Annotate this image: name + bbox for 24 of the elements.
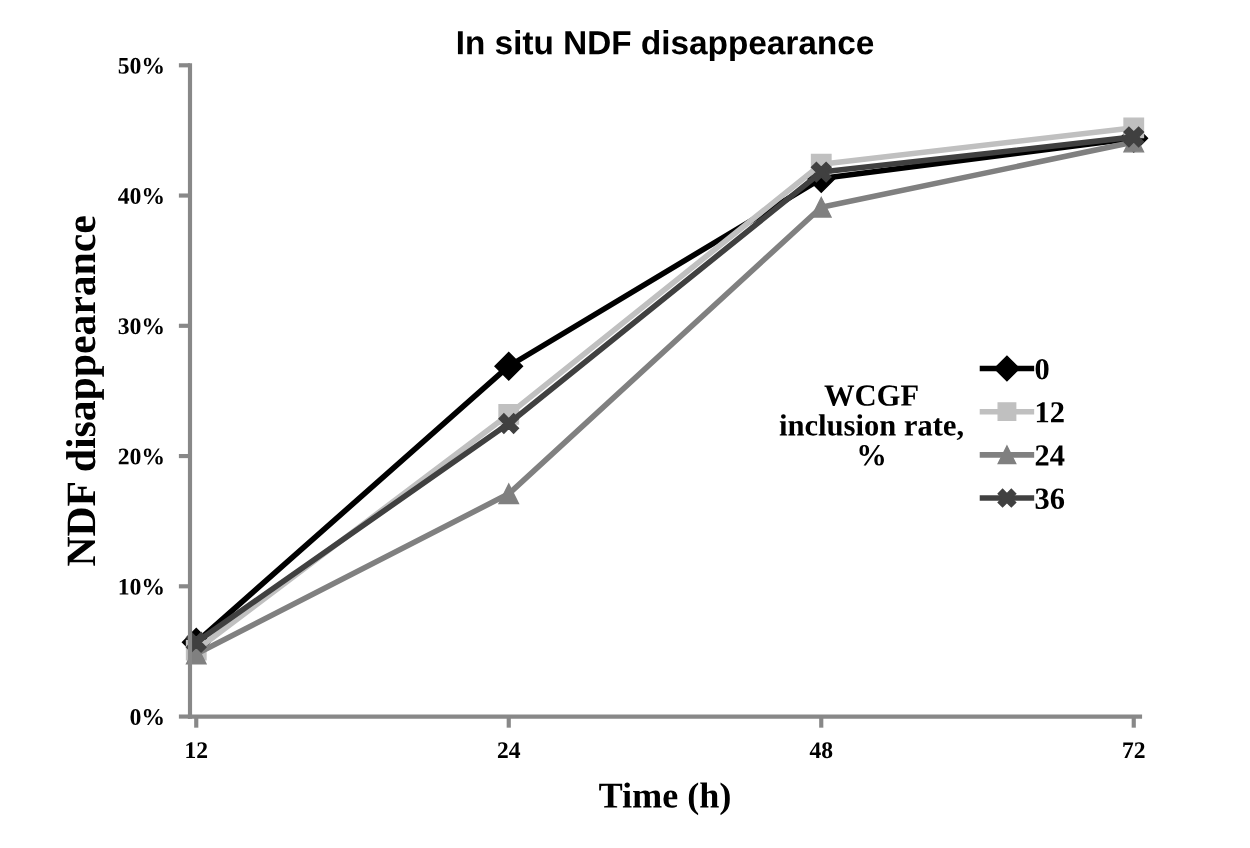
y-tick-label: 50% <box>118 57 163 74</box>
x-tick-label: 72 <box>1123 742 1145 758</box>
x-axis-title: Time (h) <box>599 782 730 816</box>
chart-title: In situ NDF disappearance <box>457 30 874 62</box>
y-tick-label: 30% <box>118 318 163 335</box>
x-tick-label: 12 <box>186 742 208 758</box>
legend-label: 36 <box>1035 488 1065 510</box>
y-axis-title: NDF disappearance <box>66 216 104 566</box>
y-tick-label: 20% <box>118 448 163 465</box>
x-tick-label: 24 <box>497 742 521 758</box>
point <box>810 161 832 183</box>
legend-label: 12 <box>1036 402 1064 423</box>
x-tick-label: 48 <box>809 742 833 759</box>
y-tick-label: 0% <box>130 709 163 726</box>
point <box>1123 126 1145 148</box>
legend-label: 0 <box>1035 358 1049 380</box>
point <box>494 351 524 381</box>
point <box>498 413 520 434</box>
y-tick-label: 10% <box>119 578 163 595</box>
point <box>498 483 520 505</box>
legend-label: 24 <box>1035 445 1065 466</box>
y-tick-label: 40% <box>118 188 163 205</box>
legend-title: WCGF inclusion rate, % <box>779 385 963 466</box>
point <box>810 196 832 218</box>
